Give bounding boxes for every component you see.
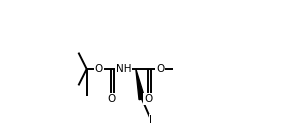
- Text: O: O: [95, 64, 103, 74]
- Text: I: I: [149, 115, 153, 125]
- Text: O: O: [144, 94, 152, 104]
- Text: O: O: [107, 94, 115, 104]
- Text: O: O: [156, 64, 164, 74]
- Polygon shape: [136, 69, 145, 100]
- Text: NH: NH: [116, 64, 131, 74]
